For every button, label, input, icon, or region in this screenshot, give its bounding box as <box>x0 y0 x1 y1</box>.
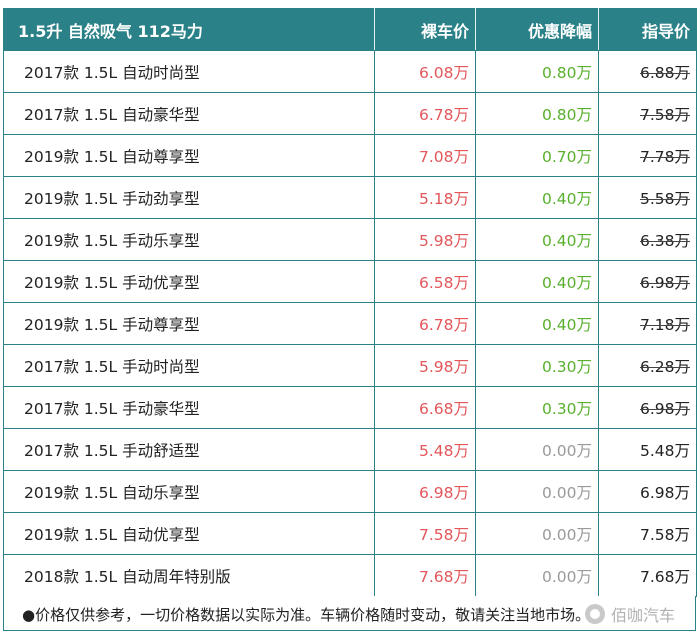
table-row: 2019款 1.5L 自动优享型 7.58万 0.00万 7.58万 <box>3 512 697 555</box>
price-cell: 7.08万 <box>374 134 476 177</box>
discount-cell: 0.40万 <box>475 260 599 303</box>
model-name-cell: 2019款 1.5L 手动乐享型 <box>3 218 375 261</box>
table-header: 1.5升 自然吸气 112马力 裸车价 优惠降幅 指导价 <box>3 8 697 51</box>
table-row: 2017款 1.5L 手动豪华型 6.68万 0.30万 6.98万 <box>3 386 697 429</box>
table-row: 2017款 1.5L 自动豪华型 6.78万 0.80万 7.58万 <box>3 92 697 135</box>
price-table: 1.5升 自然吸气 112马力 裸车价 优惠降幅 指导价 2017款 1.5L … <box>3 8 697 597</box>
table-row: 2017款 1.5L 自动时尚型 6.08万 0.80万 6.88万 <box>3 50 697 93</box>
discount-cell: 0.70万 <box>475 134 599 177</box>
discount-column-header: 优惠降幅 <box>475 8 599 51</box>
guide-price-column-header: 指导价 <box>598 8 697 51</box>
table-body: 2017款 1.5L 自动时尚型 6.08万 0.80万 6.88万 2017款 1.5… <box>3 50 697 597</box>
discount-cell: 0.00万 <box>475 554 599 597</box>
engine-spec-header: 1.5升 自然吸气 112马力 <box>3 8 375 51</box>
model-name-cell: 2017款 1.5L 自动时尚型 <box>3 50 375 93</box>
discount-cell: 0.00万 <box>475 428 599 471</box>
table-row: 2019款 1.5L 自动乐享型 6.98万 0.00万 6.98万 <box>3 470 697 513</box>
price-column-header: 裸车价 <box>374 8 476 51</box>
price-cell: 5.98万 <box>374 344 476 387</box>
model-name-cell: 2017款 1.5L 手动豪华型 <box>3 386 375 429</box>
guide-price-cell: 7.68万 <box>598 554 697 597</box>
discount-cell: 0.40万 <box>475 218 599 261</box>
guide-price-cell: 7.78万 <box>598 134 697 177</box>
model-name-cell: 2019款 1.5L 自动优享型 <box>3 512 375 555</box>
discount-cell: 0.00万 <box>475 470 599 513</box>
price-cell: 5.48万 <box>374 428 476 471</box>
discount-cell: 0.40万 <box>475 302 599 345</box>
price-cell: 6.58万 <box>374 260 476 303</box>
discount-cell: 0.00万 <box>475 512 599 555</box>
discount-cell: 0.30万 <box>475 386 599 429</box>
table-row: 2017款 1.5L 手动舒适型 5.48万 0.00万 5.48万 <box>3 428 697 471</box>
model-name-cell: 2017款 1.5L 手动时尚型 <box>3 344 375 387</box>
discount-cell: 0.80万 <box>475 50 599 93</box>
price-cell: 7.68万 <box>374 554 476 597</box>
model-name-cell: 2019款 1.5L 手动尊享型 <box>3 302 375 345</box>
price-cell: 6.78万 <box>374 302 476 345</box>
brand-watermark: 佰咖汽车 <box>584 602 675 626</box>
table-row: 2019款 1.5L 手动劲享型 5.18万 0.40万 5.58万 <box>3 176 697 219</box>
guide-price-cell: 6.38万 <box>598 218 697 261</box>
guide-price-cell: 5.58万 <box>598 176 697 219</box>
guide-price-cell: 6.98万 <box>598 260 697 303</box>
table-row: 2019款 1.5L 手动尊享型 6.78万 0.40万 7.18万 <box>3 302 697 345</box>
price-cell: 6.08万 <box>374 50 476 93</box>
price-cell: 6.78万 <box>374 92 476 135</box>
model-name-cell: 2019款 1.5L 手动劲享型 <box>3 176 375 219</box>
footer: ●价格仅供参考，一切价格数据以实际为准。车辆价格随时变动，敬请关注当地市场。 佰… <box>3 596 696 631</box>
guide-price-cell: 6.98万 <box>598 386 697 429</box>
price-cell: 6.68万 <box>374 386 476 429</box>
model-name-cell: 2019款 1.5L 自动乐享型 <box>3 470 375 513</box>
table-row: 2019款 1.5L 手动乐享型 5.98万 0.40万 6.38万 <box>3 218 697 261</box>
table-row: 2017款 1.5L 手动时尚型 5.98万 0.30万 6.28万 <box>3 344 697 387</box>
table-row: 2019款 1.5L 自动尊享型 7.08万 0.70万 7.78万 <box>3 134 697 177</box>
discount-cell: 0.40万 <box>475 176 599 219</box>
model-name-cell: 2019款 1.5L 手动优享型 <box>3 260 375 303</box>
table-row: 2018款 1.5L 自动周年特别版 7.68万 0.00万 7.68万 <box>3 554 697 597</box>
discount-cell: 0.30万 <box>475 344 599 387</box>
table-row: 2019款 1.5L 手动优享型 6.58万 0.40万 6.98万 <box>3 260 697 303</box>
guide-price-cell: 5.48万 <box>598 428 697 471</box>
model-name-cell: 2017款 1.5L 自动豪华型 <box>3 92 375 135</box>
model-name-cell: 2017款 1.5L 手动舒适型 <box>3 428 375 471</box>
guide-price-cell: 7.58万 <box>598 512 697 555</box>
discount-cell: 0.80万 <box>475 92 599 135</box>
guide-price-cell: 7.58万 <box>598 92 697 135</box>
price-cell: 6.98万 <box>374 470 476 513</box>
disclaimer-note: ●价格仅供参考，一切价格数据以实际为准。车辆价格随时变动，敬请关注当地市场。 <box>22 606 591 624</box>
price-cell: 5.18万 <box>374 176 476 219</box>
model-name-cell: 2018款 1.5L 自动周年特别版 <box>3 554 375 597</box>
guide-price-cell: 7.18万 <box>598 302 697 345</box>
wechat-brand-icon <box>584 604 605 624</box>
price-cell: 5.98万 <box>374 218 476 261</box>
price-cell: 7.58万 <box>374 512 476 555</box>
guide-price-cell: 6.88万 <box>598 50 697 93</box>
model-name-cell: 2019款 1.5L 自动尊享型 <box>3 134 375 177</box>
guide-price-cell: 6.28万 <box>598 344 697 387</box>
guide-price-cell: 6.98万 <box>598 470 697 513</box>
brand-name: 佰咖汽车 <box>610 606 675 625</box>
